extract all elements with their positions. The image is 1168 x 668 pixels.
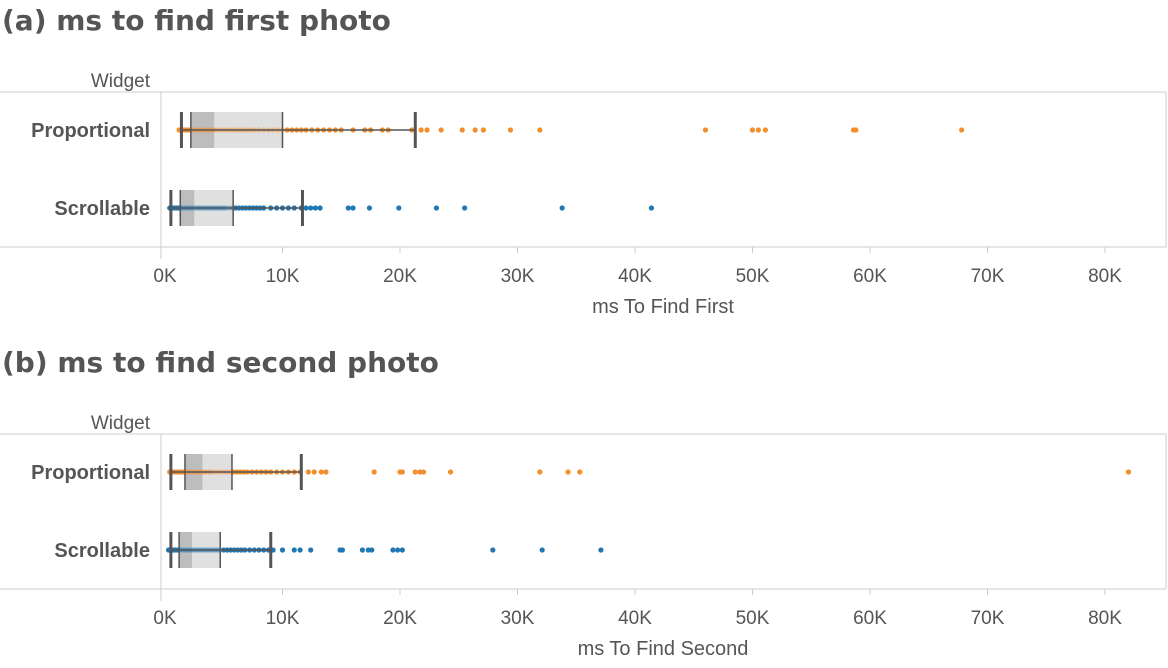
panel-a-title: (a) ms to find first photo (2, 4, 391, 37)
panel-a-proportional-point (472, 127, 478, 133)
panel-a-scrollable-point (312, 205, 318, 211)
panel-b-proportional-point (565, 469, 571, 475)
panel-b-tick-label: 30K (501, 608, 535, 629)
panel-a-scrollable-point (317, 205, 323, 211)
panel-b-scrollable-point (598, 547, 604, 553)
panel-b-tick-label: 40K (618, 608, 652, 629)
panel-b-scrollable-row-label: Scrollable (54, 540, 150, 562)
panel-a-scrollable-point (433, 205, 440, 211)
panel-a-x-axis-title: ms To Find First (592, 296, 734, 318)
panel-b-proportional-point (371, 469, 377, 475)
panel-b-proportional-point (323, 469, 329, 475)
panel-b-scrollable-point (539, 547, 545, 553)
panel-a-tick-label: 60K (853, 266, 887, 287)
panel-a-tick-label: 20K (383, 266, 417, 287)
panel-a-row-header: Widget (91, 71, 151, 92)
panel-a-tick-label: 10K (266, 266, 300, 287)
panel-a-tick-label: 30K (501, 266, 535, 287)
panel-b-proportional-point (447, 469, 454, 475)
panel-a-proportional-point (424, 127, 430, 133)
panel-a-proportional-point (702, 127, 709, 133)
panel-b-scrollable-point (359, 547, 365, 553)
panel-a-scrollable-row-label: Scrollable (54, 198, 150, 220)
panel-b-proportional-row-label: Proportional (31, 462, 150, 484)
panel-a-scrollable-point (303, 205, 309, 211)
panel-b-proportional-point (577, 469, 583, 475)
panel-b-scrollable-point (490, 547, 496, 553)
panel-a-proportional-point (749, 127, 756, 133)
panel-a-proportional-point (507, 127, 514, 133)
panel-b-scrollable-point (297, 547, 303, 553)
panel-b-tick-label: 20K (383, 608, 417, 629)
panel-a-scrollable-point (648, 205, 655, 211)
panel-b-proportional-point (420, 469, 427, 475)
panel-b-scrollable-point (308, 547, 314, 553)
panel-b-proportional-point (412, 469, 418, 475)
panel-a-scrollable-point (462, 205, 468, 211)
panel-a-tick-label: 40K (618, 266, 652, 287)
panel-b-tick-label: 10K (266, 608, 300, 629)
panel-a-tick-label: 50K (736, 266, 770, 287)
panel-a-proportional-point (480, 127, 487, 133)
panel-a-scrollable-point (350, 205, 356, 211)
panel-b-row-header: Widget (91, 413, 151, 434)
panel-b-x-axis-title: ms To Find Second (578, 638, 749, 660)
panel-b-scrollable-point (390, 547, 396, 553)
panel-b-tick-label: 60K (853, 608, 887, 629)
panel-a-proportional-point (537, 127, 543, 133)
panel-b-proportional-point (311, 469, 317, 475)
panel-a-proportional-point (853, 127, 859, 133)
panel-a-proportional-point (959, 127, 965, 133)
panel-a-proportional-point (418, 127, 424, 133)
panel-a-proportional-row-label: Proportional (31, 120, 150, 142)
panel-a-tick-label: 70K (971, 266, 1005, 287)
panel-a-scrollable-point (366, 205, 373, 211)
panel-b-title: (b) ms to find second photo (2, 346, 439, 379)
panel-a-proportional-point (762, 127, 769, 133)
panel-b-proportional-point (537, 469, 543, 475)
panel-a-tick-label: 0K (153, 266, 177, 287)
panel-a-scrollable-point (396, 205, 402, 211)
panel-b-tick-label: 0K (153, 608, 177, 629)
panel-a-scrollable-point (559, 205, 565, 211)
panel-b-tick-label: 50K (736, 608, 770, 629)
panel-a-proportional-point (755, 127, 761, 133)
panel-a-proportional-point (438, 127, 444, 133)
panel-a-tick-label: 80K (1088, 266, 1122, 287)
panel-b-proportional-point (305, 469, 311, 475)
panel-b-scrollable-point (399, 547, 405, 553)
panel-a-scrollable-point (308, 205, 314, 211)
panel-b-scrollable-point (291, 547, 297, 553)
panel-b-tick-label: 80K (1088, 608, 1122, 629)
panel-b-scrollable-point (395, 547, 401, 553)
panel-b-proportional-point (318, 469, 324, 475)
panel-b-proportional-point (399, 469, 405, 475)
panel-b-scrollable-point (279, 547, 286, 553)
panel-a-proportional-point (459, 127, 465, 133)
panel-b-tick-label: 70K (971, 608, 1005, 629)
panel-b-proportional-point (1125, 469, 1132, 475)
panel-a-scrollable-point (345, 205, 351, 211)
panel-b-scrollable-point (339, 547, 346, 553)
panel-b-scrollable-point (369, 547, 375, 553)
